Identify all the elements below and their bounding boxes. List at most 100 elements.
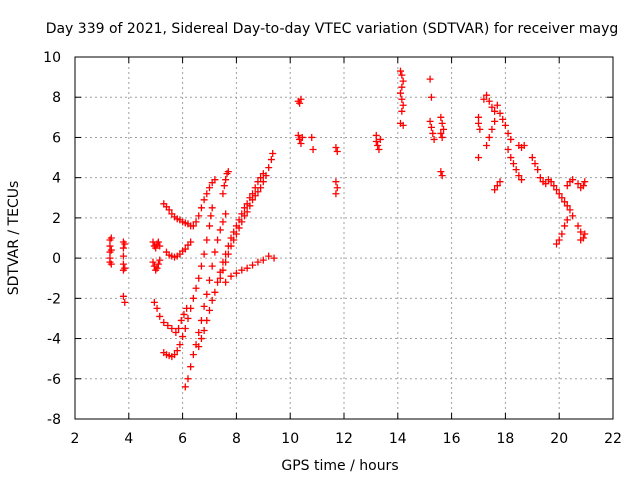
data-point xyxy=(173,347,181,355)
x-tick-label: 18 xyxy=(496,431,514,447)
data-point xyxy=(203,236,211,244)
data-point xyxy=(296,99,304,107)
data-point xyxy=(507,135,515,143)
data-point xyxy=(504,129,512,137)
data-point xyxy=(214,278,222,286)
data-point xyxy=(200,327,208,335)
data-point xyxy=(230,236,238,244)
data-point xyxy=(184,314,192,322)
series-arc-10.3 xyxy=(294,95,306,147)
y-tick-label: 4 xyxy=(52,171,61,187)
data-point xyxy=(579,182,587,190)
data-point xyxy=(333,184,341,192)
data-point xyxy=(189,294,197,302)
data-point xyxy=(259,256,267,264)
data-point xyxy=(309,146,317,154)
data-point xyxy=(577,236,585,244)
data-point xyxy=(195,329,203,337)
data-point xyxy=(577,228,585,236)
y-axis-label: SDTVAR / TECUs xyxy=(6,181,22,296)
data-point xyxy=(267,156,275,164)
data-point xyxy=(297,95,305,103)
data-point xyxy=(437,129,445,137)
series-arc-20.5 xyxy=(563,176,589,192)
data-point xyxy=(563,216,571,224)
y-tick-label: -4 xyxy=(47,332,61,348)
data-point xyxy=(542,180,550,188)
data-point xyxy=(107,260,115,268)
data-point xyxy=(243,208,251,216)
data-point xyxy=(177,316,185,324)
data-point xyxy=(195,212,203,220)
series-arc-17.0 xyxy=(475,113,484,162)
data-point xyxy=(491,107,499,115)
data-point xyxy=(227,272,235,280)
data-point xyxy=(119,244,127,252)
data-point xyxy=(440,125,448,133)
data-point xyxy=(574,180,582,188)
data-point xyxy=(240,204,248,212)
data-point xyxy=(107,234,115,242)
data-point xyxy=(493,182,501,190)
series-arc-5.3-bottom xyxy=(160,204,216,361)
data-point xyxy=(189,351,197,359)
data-point xyxy=(437,168,445,176)
data-point xyxy=(438,172,446,180)
data-point xyxy=(222,176,230,184)
data-point xyxy=(249,261,257,269)
series-arc-5.4-mid xyxy=(162,238,195,261)
data-point xyxy=(121,240,129,248)
y-tick-label: 2 xyxy=(52,211,61,227)
series-arc-19.1 xyxy=(528,154,577,248)
data-point xyxy=(398,107,406,115)
data-point xyxy=(398,95,406,103)
data-point xyxy=(536,174,544,182)
data-point xyxy=(206,222,213,230)
data-point xyxy=(375,146,383,154)
data-point xyxy=(121,298,129,306)
data-point xyxy=(427,93,435,101)
data-point xyxy=(119,292,127,300)
data-point xyxy=(531,160,539,168)
data-point xyxy=(187,363,195,371)
data-point xyxy=(172,329,180,337)
data-point xyxy=(512,166,520,174)
data-point xyxy=(119,252,127,260)
x-tick-label: 22 xyxy=(604,431,622,447)
data-point xyxy=(203,290,211,298)
data-point xyxy=(491,186,499,194)
series-arc-17.3 xyxy=(480,91,504,149)
data-point xyxy=(168,325,176,332)
data-point xyxy=(259,178,267,186)
data-point xyxy=(153,304,161,312)
data-point xyxy=(262,172,270,180)
data-point xyxy=(192,284,200,292)
data-point xyxy=(243,264,251,272)
series-arc-17.6-low xyxy=(491,178,504,194)
data-point xyxy=(219,218,227,226)
data-point xyxy=(547,178,555,186)
data-point xyxy=(222,258,230,266)
data-point xyxy=(438,119,446,127)
data-point xyxy=(160,318,168,326)
data-point xyxy=(496,109,504,117)
series-arc-6.6-diag xyxy=(195,170,267,351)
data-point xyxy=(515,172,523,180)
data-point xyxy=(476,125,484,133)
x-tick-label: 10 xyxy=(281,431,299,447)
y-tick-label: 10 xyxy=(43,50,61,66)
data-point xyxy=(332,144,340,151)
data-point xyxy=(376,135,384,143)
data-point xyxy=(216,226,224,234)
y-tick-label: -2 xyxy=(47,291,61,307)
data-point xyxy=(197,335,205,343)
series-arc-13.2 xyxy=(372,131,384,154)
data-point xyxy=(200,302,208,310)
x-axis-label: GPS time / hours xyxy=(281,458,398,474)
data-point xyxy=(180,310,188,318)
data-point xyxy=(297,139,305,147)
data-point xyxy=(195,343,203,351)
data-point xyxy=(399,121,407,129)
data-point xyxy=(396,67,404,75)
